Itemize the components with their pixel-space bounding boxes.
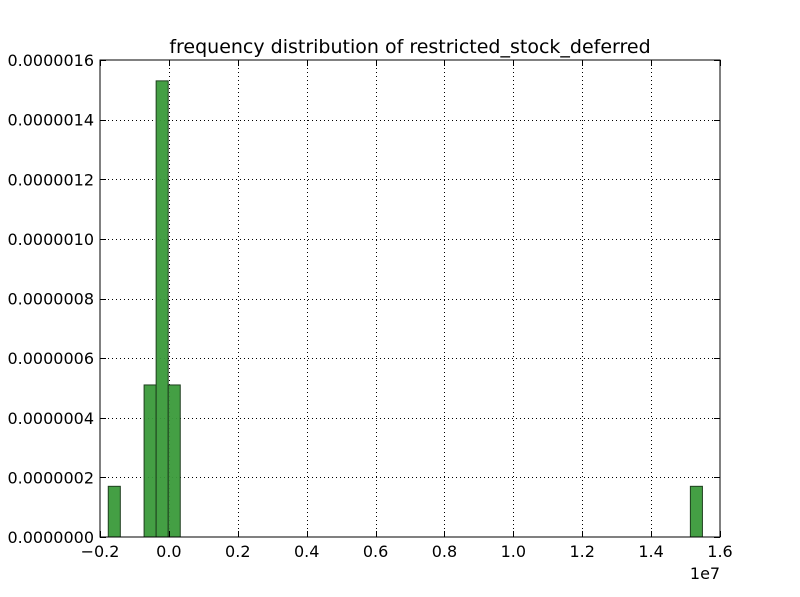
y-tick-labels: 0.0000000 0.0000002 0.0000004 0.0000006 0.00… — [7, 51, 94, 547]
y-tick-label: 0.0000010 — [7, 230, 94, 249]
chart-title: frequency distribution of restricted_sto… — [169, 36, 650, 58]
y-tick-label: 0.0000000 — [7, 528, 94, 547]
x-tick-label: 1.2 — [569, 542, 594, 561]
x-offset-label: 1e7 — [690, 564, 720, 583]
y-tick-label: 0.0000002 — [7, 468, 94, 487]
y-tick-label: 0.0000006 — [7, 349, 94, 368]
x-tick-label: 0.4 — [294, 542, 319, 561]
histogram-bar — [143, 384, 157, 538]
histogram-bar — [107, 485, 121, 538]
tick-marks — [100, 60, 721, 538]
histogram-bar — [689, 485, 703, 538]
x-tick-label: 1.4 — [638, 542, 663, 561]
bars — [107, 80, 703, 538]
y-tick-label: 0.0000008 — [7, 290, 94, 309]
x-tick-label: 0.0 — [156, 542, 181, 561]
y-tick-label: 0.0000016 — [7, 51, 94, 70]
x-tick-labels: −0.2 0.0 0.2 0.4 0.6 0.8 1.0 1.2 1.4 1.6 — [81, 542, 733, 561]
x-tick-label: −0.2 — [81, 542, 120, 561]
plot-frame — [99, 59, 721, 538]
x-tick-label: 1.6 — [707, 542, 732, 561]
y-tick-label: 0.0000012 — [7, 170, 94, 189]
histogram-bar — [167, 384, 181, 538]
y-tick-label: 0.0000004 — [7, 409, 94, 428]
y-tick-label: 0.0000014 — [7, 111, 94, 130]
x-tick-label: 0.2 — [225, 542, 250, 561]
x-tick-label: 0.8 — [432, 542, 457, 561]
grid-lines — [100, 60, 720, 537]
histogram-bar — [155, 80, 169, 538]
x-tick-label: 0.6 — [363, 542, 388, 561]
x-tick-label: 1.0 — [501, 542, 526, 561]
